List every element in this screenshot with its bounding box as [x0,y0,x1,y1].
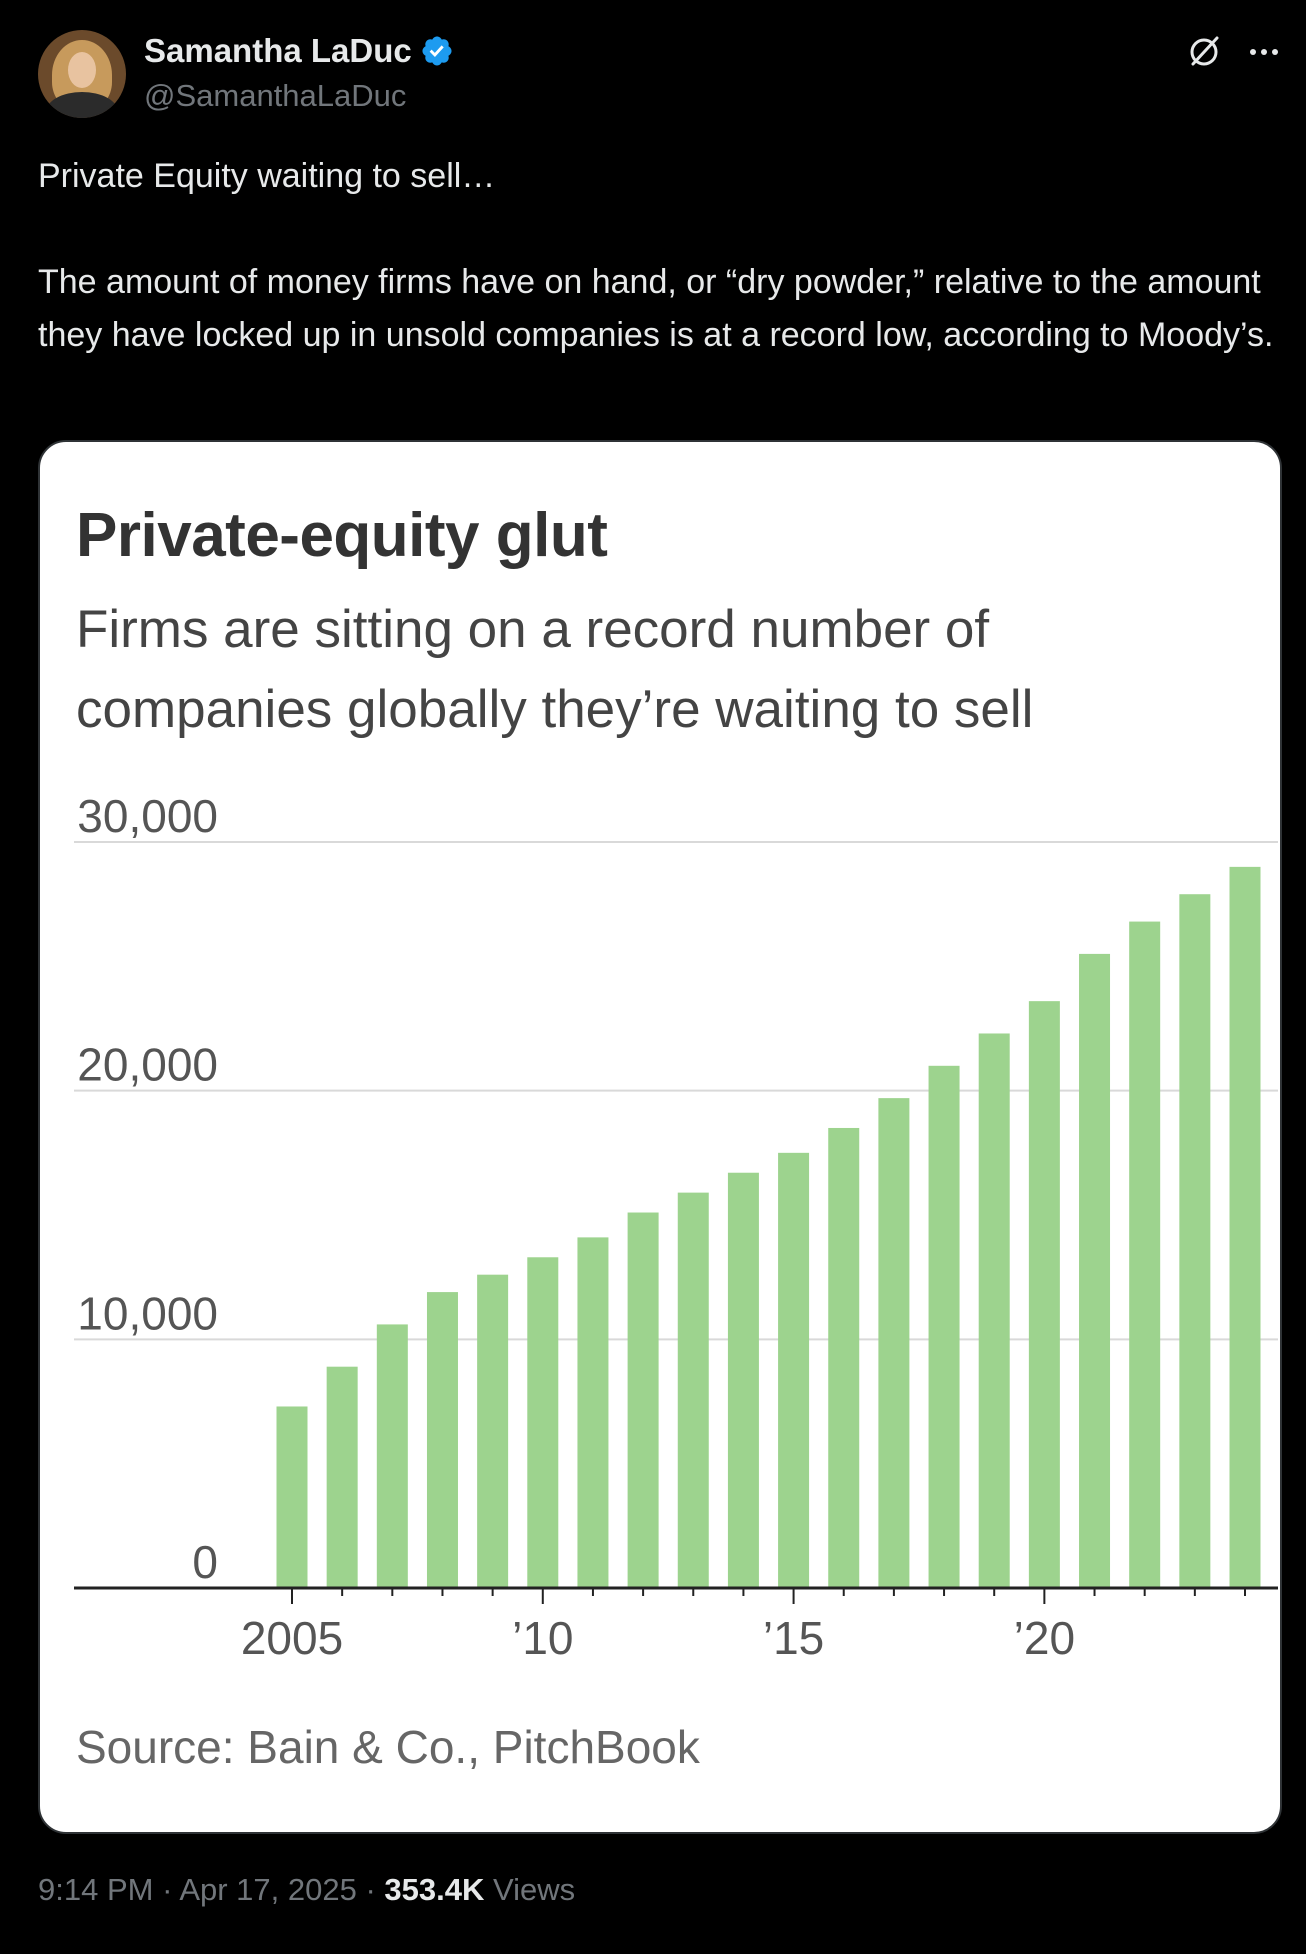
tweet-text: Private Equity waiting to sell… The amou… [38,150,1278,362]
verified-badge-icon [422,36,452,66]
tweet-text-line1: Private Equity waiting to sell… [38,157,496,195]
x-tick-label: ’15 [763,1612,824,1664]
y-tick-label: 30,000 [77,790,218,842]
tweet-time[interactable]: 9:14 PM [38,1872,154,1907]
bar-2011 [577,1237,609,1588]
bar-2020 [1028,1001,1060,1588]
separator: · [365,1872,376,1907]
x-tick-label: 2005 [241,1612,343,1664]
author-handle[interactable]: @SamanthaLaDuc [144,78,407,113]
bar-2012 [627,1212,659,1588]
bar-2016 [828,1127,860,1588]
chart-subtitle: Firms are sitting on a record number of … [76,600,1034,739]
tweet-text-body: The amount of money firms have on hand, … [38,263,1274,354]
display-name[interactable]: Samantha LaDuc [144,32,412,69]
bar-2013 [677,1192,709,1588]
bar-2005 [276,1406,308,1588]
bar-chart: 0 10,000 20,000 30,000 2005 ’10 ’15 ’20 [74,790,1278,1664]
x-tick-label: ’10 [512,1612,573,1664]
bar-2019 [978,1033,1010,1588]
views-count[interactable]: 353.4K [384,1872,485,1907]
bar-2007 [376,1324,408,1588]
bar-2009 [477,1274,509,1588]
author-name-row: Samantha LaDuc [144,32,454,70]
avatar[interactable] [38,30,126,118]
bar-2017 [878,1098,910,1588]
chart-source: Source: Bain & Co., PitchBook [76,1721,700,1773]
bar-2015 [778,1152,810,1588]
separator: · [162,1872,173,1907]
grok-icon[interactable] [1184,32,1224,72]
tweet-date[interactable]: Apr 17, 2025 [179,1872,357,1907]
bar-2024 [1229,866,1261,1588]
bar-2023 [1179,894,1211,1588]
bar-2021 [1079,953,1111,1588]
tweet-media-chart[interactable]: Private-equity glut Firms are sitting on… [38,440,1282,1834]
bar-2018 [928,1065,960,1588]
x-tick-label: ’20 [1014,1612,1075,1664]
y-tick-label: 20,000 [77,1039,218,1091]
bar-2010 [527,1257,559,1588]
more-options-icon[interactable] [1244,34,1284,70]
y-tick-label: 10,000 [77,1287,218,1339]
tweet-meta: 9:14 PM · Apr 17, 2025 · 353.4K Views [38,1872,575,1908]
bar-2008 [426,1292,458,1588]
bar-2006 [326,1366,358,1588]
chart-title: Private-equity glut [76,501,608,570]
y-tick-label: 0 [192,1536,218,1588]
views-label: Views [493,1872,576,1907]
bar-2014 [727,1172,759,1588]
bar-2022 [1129,921,1161,1588]
